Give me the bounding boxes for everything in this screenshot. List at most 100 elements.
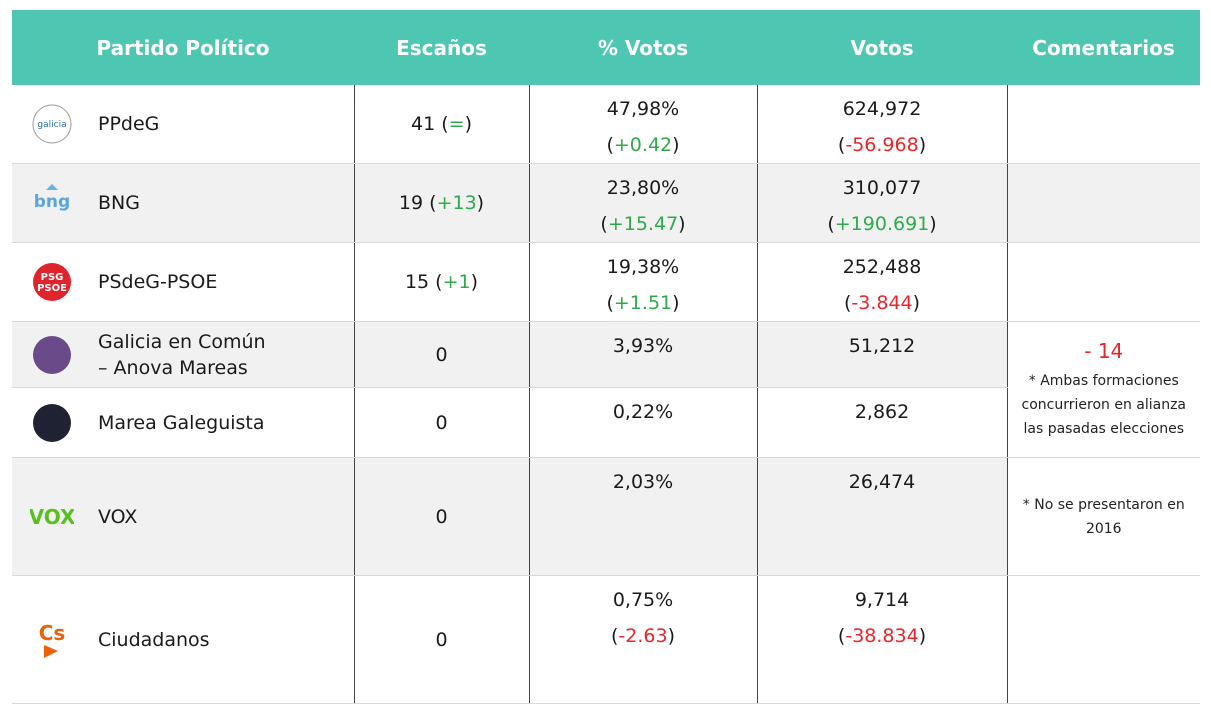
cell-text: 252,488 [842,256,922,278]
cell-text: +1 [442,271,471,293]
votes-line: 252,488 [758,249,1007,285]
percent-line: 47,98% [530,91,757,127]
seats-cell: 0 [353,387,530,458]
party-name: VOX [98,505,138,528]
cell-text: 310,077 [842,177,922,199]
cell-text: +190.691 [834,213,930,235]
cell-text: 19,38% [606,256,680,278]
logo-text: bng [34,192,70,212]
votes-line: 2,862 [758,394,1007,430]
votes-line: (-56.968) [758,127,1007,163]
party-name: PPdeG [98,113,160,135]
cell-text: 9,714 [854,589,910,611]
percent-cell: 19,38% (+1.51) [528,242,758,322]
cell-text: 19 ( [398,192,437,214]
cell-text: = [448,113,465,135]
results-table: Partido Político Escaños% Votos Votos Comen… [12,10,1201,704]
cell-text: 0,22% [612,401,674,423]
votes-cell: 2,862 [756,387,1008,458]
logo-text: VOX [30,505,74,529]
party-name-cell: Ciudadanos [92,575,355,704]
party-name-cell: VOX [92,457,355,576]
party-logo: bng [34,184,70,212]
cell-text: 0 [435,343,448,366]
seats-cell: 0 [353,457,530,576]
cell-text: ) [476,192,485,214]
cell-text: ( [600,213,608,235]
logo-cell: Cs [12,575,92,704]
party-row: Galicia en Común – Anova Mareas 0 3,93% 51,2… [12,321,1201,458]
comment-cell: - 14 * Ambas formaciones concurrieron en … [1006,321,1201,458]
party-name-cell: PSdeG-PSOE [92,242,355,322]
logo-text: PSOE [37,283,67,294]
logo-shape [33,335,71,374]
votes-cell: 252,488 (-3.844) [756,242,1008,322]
logo-cell: PSG PSOE [12,242,92,322]
cell-text: ) [672,292,680,314]
party-name-cell: Marea Galeguista [92,387,355,458]
cell-text: ) [464,113,472,135]
cell-text: 3,93% [612,335,674,357]
comment-cell [1006,242,1201,322]
party-name: Galicia en Común [98,330,266,353]
party-name: – Anova Mareas [98,356,248,379]
cell-text: ( [837,134,846,156]
percent-line: 2,03% [530,464,757,500]
votes-line: (-38.834) [758,618,1007,654]
cell-text: ( [606,134,614,156]
party-name: BNG [98,192,140,214]
cell-text: 47,98% [606,98,680,120]
cell-text: 26,474 [848,471,916,493]
header-cell: Partido Político [12,10,355,85]
seats-cell: 41 (=) [353,85,530,164]
votes-line: 624,972 [758,91,1007,127]
cell-text: +13 [436,192,477,214]
party-name-cell: PPdeG [92,85,355,164]
party-name-cell: BNG [92,163,355,243]
cell-text: 23,80% [606,177,680,199]
cell-text: -38.834 [845,625,919,647]
percent-line: (+15.47) [530,206,757,242]
percent-line: (+1.51) [530,285,757,321]
cell-text: 2,862 [854,401,910,423]
logo-cell: bng [12,163,92,243]
header-cell: Escaños [354,10,530,85]
party-logo: VOX [30,505,74,529]
seats-cell: 0 [353,575,530,704]
logo-cell: VOX [12,457,92,576]
cell-text: 51,212 [848,335,916,357]
comment-cell: * No se presentaron en 2016 [1006,457,1201,576]
votes-cell: 310,077 (+190.691) [756,163,1008,243]
percent-cell: 0,75% (-2.63) [528,575,758,704]
cell-text: +15.47 [607,213,679,235]
percent-cell: 2,03% [528,457,758,576]
votes-cell: 51,212 [756,321,1008,388]
party-name-cell: Galicia en Común – Anova Mareas [92,321,355,388]
comment-cell [1006,163,1201,243]
cell-text: ) [918,625,927,647]
comment-cell [1006,85,1201,164]
cell-text: ) [667,625,676,647]
cell-text: -2.63 [618,625,668,647]
percent-line: 23,80% [530,170,757,206]
percent-line: 3,93% [530,328,757,364]
cell-text: ) [672,134,680,156]
votes-cell: 624,972 (-56.968) [756,85,1008,164]
party-logo [33,335,71,374]
votes-line: 9,714 [758,582,1007,618]
logo-shape [33,263,71,301]
party-logo [33,403,71,442]
cell-text: 0 [435,628,448,651]
cell-text: ) [918,134,927,156]
cell-text: ( [827,213,835,235]
votes-line: 310,077 [758,170,1007,206]
party-row: Marea Galeguista 0 0,22% 2,862 [12,387,1200,458]
party-name: Ciudadanos [98,628,210,651]
party-row: VOX VOX 0 2,03% 26,474 * No se presentaron en… [12,457,1201,576]
cell-text: ) [912,292,921,314]
party-name: Marea Galeguista [98,411,265,434]
cell-text: 0 [435,505,448,528]
logo-shape [46,184,58,190]
cell-text: 0,75% [612,589,674,611]
percent-cell: 23,80% (+15.47) [528,163,758,243]
